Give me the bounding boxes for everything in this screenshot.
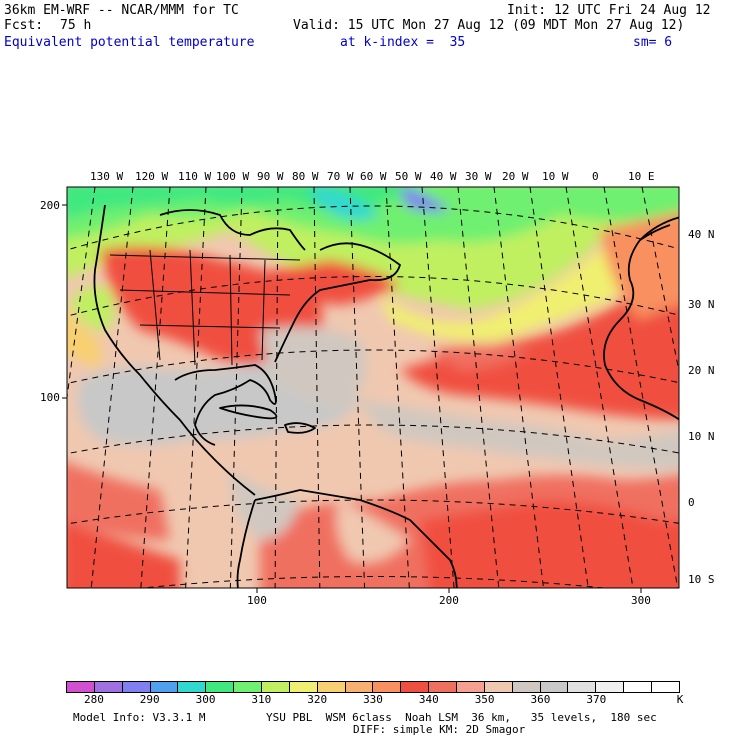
color-bar-swatch xyxy=(484,682,513,692)
graticule xyxy=(67,187,679,588)
smoothing-label: sm= 6 xyxy=(633,35,673,50)
color-bar-label: 350 xyxy=(474,693,495,706)
color-bar-swatch xyxy=(429,682,458,692)
color-bar-label: 340 xyxy=(418,693,439,706)
lon-label: 0 xyxy=(592,170,599,183)
physics-info: YSU PBL WSM 6class Noah LSM 36 km, 35 le… xyxy=(266,711,657,724)
lat-label: 40 N xyxy=(688,228,715,241)
lon-label: 120 W xyxy=(135,170,169,183)
color-bar-swatch xyxy=(317,682,346,692)
valid-time: Valid: 15 UTC Mon 27 Aug 12 (09 MDT Mon … xyxy=(293,18,685,33)
color-bar-swatch xyxy=(150,682,179,692)
color-bar-swatch xyxy=(596,682,625,692)
color-bar-swatch xyxy=(122,682,151,692)
theta-e-map xyxy=(62,186,680,593)
lon-label: 100 W xyxy=(216,170,250,183)
color-bar-swatch xyxy=(652,682,679,692)
lon-label: 30 W xyxy=(465,170,492,183)
grid-y-label: 200 xyxy=(40,199,60,212)
diffusion-info: DIFF: simple KM: 2D Smagor xyxy=(353,723,526,736)
lon-label: 90 W xyxy=(257,170,284,183)
color-bar-label: 280 xyxy=(83,693,104,706)
lat-label: 10 S xyxy=(688,573,715,586)
lat-label: 10 N xyxy=(688,430,715,443)
forecast-label: Fcst: xyxy=(4,18,44,33)
color-bar-swatch xyxy=(512,682,541,692)
color-bar-swatch xyxy=(457,682,485,692)
lon-label: 10 E xyxy=(628,170,655,183)
model-title: 36km EM-WRF -- NCAR/MMM for TC xyxy=(4,3,239,18)
color-bar xyxy=(66,681,680,693)
forecast-hours: 75 h xyxy=(60,18,92,33)
lat-label: 20 N xyxy=(688,364,715,377)
lon-label: 20 W xyxy=(502,170,529,183)
lon-label: 40 W xyxy=(430,170,457,183)
frame-ticks xyxy=(62,204,642,593)
lon-label: 10 W xyxy=(542,170,569,183)
color-bar-swatch xyxy=(206,682,235,692)
coastlines xyxy=(93,204,679,588)
map-frame xyxy=(66,186,680,589)
level-label: at k-index = 35 xyxy=(340,35,466,50)
lon-label: 80 W xyxy=(292,170,319,183)
init-time: Init: 12 UTC Fri 24 Aug 12 xyxy=(507,3,711,18)
color-bar-label: 330 xyxy=(363,693,383,706)
color-bar-swatch xyxy=(289,682,318,692)
color-bar-label: 310 xyxy=(251,693,272,706)
field-name: Equivalent potential temperature xyxy=(4,35,255,50)
color-bar-swatch xyxy=(94,682,123,692)
lon-label: 60 W xyxy=(360,170,387,183)
lon-label: 110 W xyxy=(178,170,212,183)
color-bar-swatch xyxy=(345,682,374,692)
theta-e-field xyxy=(67,187,679,588)
color-bar-label: 300 xyxy=(195,693,216,706)
grid-y-label: 100 xyxy=(40,391,60,404)
lat-label: 0 xyxy=(688,496,695,509)
color-bar-label: 290 xyxy=(139,693,160,706)
grid-x-label: 300 xyxy=(631,594,651,607)
color-bar-swatch xyxy=(178,682,207,692)
color-bar-swatch xyxy=(67,682,95,692)
grid-x-label: 100 xyxy=(247,594,267,607)
grid-x-label: 200 xyxy=(439,594,459,607)
color-bar-label: 320 xyxy=(307,693,328,706)
color-bar-unit: K xyxy=(676,693,684,706)
color-bar-label: 370 xyxy=(586,693,607,706)
lon-label: 130 W xyxy=(90,170,124,183)
color-bar-swatch xyxy=(373,682,402,692)
state-borders xyxy=(109,249,301,366)
lat-label: 30 N xyxy=(688,298,715,311)
color-bar-label: 360 xyxy=(530,693,551,706)
color-bar-swatch xyxy=(568,682,597,692)
lon-label: 70 W xyxy=(327,170,354,183)
model-info: Model Info: V3.3.1 M xyxy=(73,711,206,724)
lon-label: 50 W xyxy=(395,170,422,183)
color-bar-swatch xyxy=(540,682,569,692)
color-bar-swatch xyxy=(401,682,430,692)
color-bar-swatch xyxy=(262,682,290,692)
color-bar-swatch xyxy=(624,682,653,692)
color-bar-swatch xyxy=(234,682,263,692)
